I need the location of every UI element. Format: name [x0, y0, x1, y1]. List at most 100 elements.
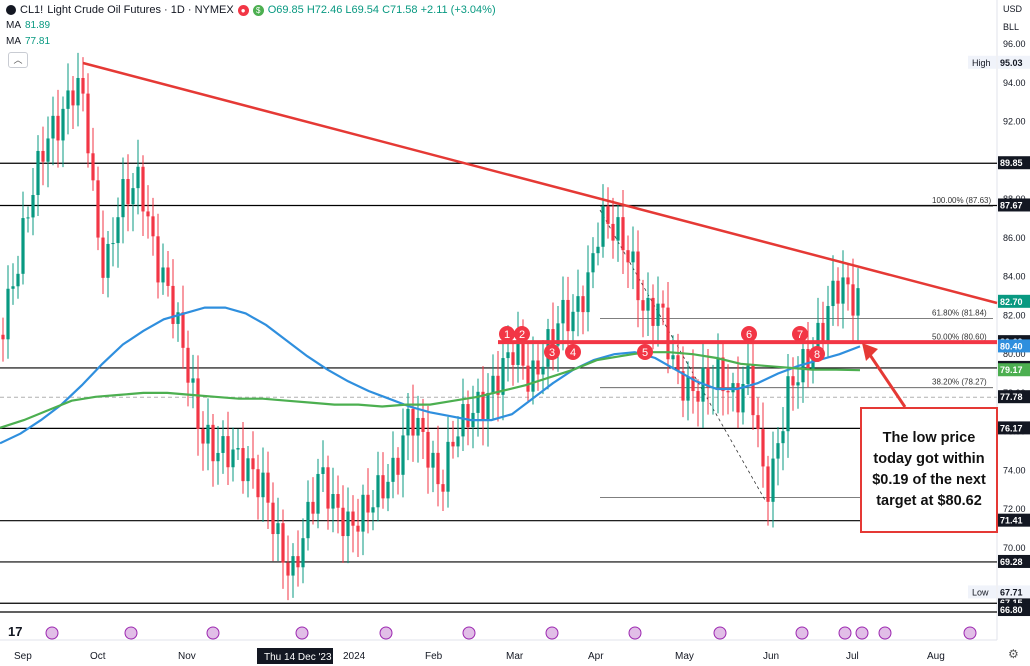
y-tick-label: 84.00 [1003, 272, 1026, 282]
candle [481, 366, 485, 446]
candle-body [691, 376, 695, 392]
chart-title[interactable]: Light Crude Oil Futures · 1D · NYMEX [47, 4, 234, 16]
candle-body [556, 323, 560, 346]
candle [761, 402, 765, 488]
ma1-legend[interactable]: MA 81.89 [6, 20, 51, 31]
y-tick-label: 96.00 [1003, 39, 1026, 49]
candle [736, 356, 740, 429]
candle [391, 431, 395, 499]
candle-body [146, 211, 150, 217]
price-tag: High 95.03 [968, 55, 1030, 69]
price-tag-bg [998, 603, 1030, 617]
candle [596, 222, 600, 266]
crosshair-date-bg [257, 648, 333, 664]
candle [106, 230, 110, 298]
candle-body [126, 179, 130, 205]
price-tag-value: 87.67 [1000, 200, 1023, 210]
candle [806, 321, 810, 388]
event-marker-icon [545, 626, 559, 640]
candle-body [821, 322, 825, 341]
candle-body [636, 251, 640, 301]
y-tick-label: 82.00 [1003, 310, 1026, 320]
candle [686, 361, 690, 421]
symbol[interactable]: CL1! [20, 4, 44, 16]
candle [641, 279, 645, 338]
candle-body [241, 448, 245, 482]
x-tick-label: Jun [763, 651, 779, 662]
candle-body [736, 383, 740, 413]
candle-body [491, 375, 495, 394]
candle [791, 357, 795, 411]
ma2-legend[interactable]: MA 77.81 [6, 36, 51, 47]
candle-body [96, 180, 100, 238]
marker-3: 3 [544, 344, 560, 360]
candle [171, 259, 175, 339]
candle-body [11, 286, 15, 289]
candle [426, 405, 430, 494]
candle [451, 420, 455, 459]
candle [411, 384, 415, 462]
candle-body [816, 322, 820, 352]
price-tag-label-bg [968, 585, 996, 599]
candle [376, 451, 380, 522]
candle [226, 411, 230, 485]
candle-body [291, 556, 295, 576]
candle-body [211, 424, 215, 462]
candle-body [91, 153, 95, 181]
price-tag: 87.67 [998, 198, 1030, 212]
candle [826, 285, 830, 358]
candle [181, 285, 185, 369]
candle [796, 356, 800, 409]
candle [771, 431, 775, 528]
price-tag: 80.40 [998, 339, 1030, 353]
candle [856, 268, 860, 343]
candle [316, 458, 320, 529]
collapse-legend-button[interactable]: ︿ [8, 52, 28, 68]
candle [151, 197, 155, 256]
candle [741, 366, 745, 425]
candle [216, 426, 220, 485]
candles [1, 52, 860, 601]
candle-body [371, 507, 375, 513]
ma-blue-line [0, 306, 861, 445]
x-tick-label: 2024 [343, 651, 366, 662]
candle-body [516, 337, 520, 365]
candle [586, 245, 590, 332]
candle [631, 226, 635, 290]
marker-label: 7 [797, 329, 803, 341]
candle [606, 187, 610, 239]
candle [616, 205, 620, 262]
price-tag: 66.80 [998, 603, 1030, 617]
candle [531, 336, 535, 405]
candle-body [321, 467, 325, 474]
candle-body [746, 365, 750, 384]
candle [661, 290, 665, 326]
fib-label: 100.00% (87.63) [932, 196, 991, 205]
settings-gear-icon[interactable]: ⚙ [1008, 647, 1019, 661]
candle-body [781, 431, 785, 444]
unit-label[interactable]: BLL [1003, 22, 1020, 32]
marker-6: 6 [741, 326, 757, 342]
candle-body [166, 267, 170, 286]
candle [51, 96, 55, 166]
candle-body [496, 375, 500, 395]
candle-body [86, 93, 90, 154]
candle [241, 422, 245, 494]
candle-body [421, 417, 425, 432]
currency-label[interactable]: USD [1003, 4, 1023, 14]
candle-body [646, 297, 650, 311]
candle-body [326, 467, 330, 509]
candle-body [196, 378, 200, 429]
crosshair-date-label: Thu 14 Dec '23 [257, 648, 333, 664]
candle-body [216, 452, 220, 462]
candle-body [726, 391, 730, 393]
candle-body [391, 457, 395, 482]
candle-body [766, 466, 770, 502]
candle [86, 73, 90, 168]
candle [371, 489, 375, 531]
x-tick-label: Apr [588, 651, 604, 662]
candle [71, 76, 75, 129]
candle [321, 440, 325, 492]
candle [691, 349, 695, 414]
